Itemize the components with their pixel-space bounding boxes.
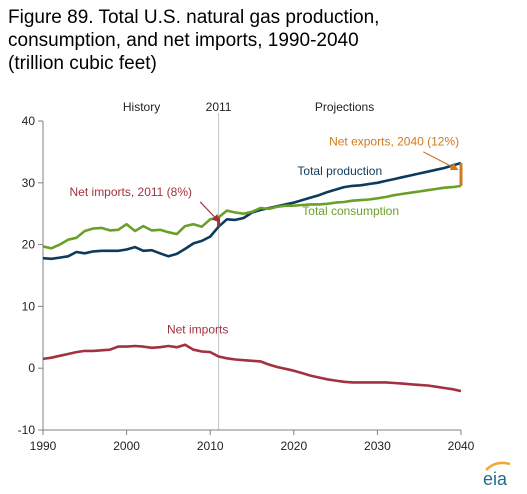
series-label-total-production: Total production	[297, 164, 382, 178]
x-tick-label: 2020	[280, 439, 307, 453]
divider-year-label: 2011	[206, 100, 232, 114]
series-layer	[42, 161, 462, 393]
series-line-total-consumption	[42, 184, 462, 250]
series-label-total-consumption: Total consumption	[302, 204, 399, 218]
y-tick-label: -10	[18, 423, 36, 437]
y-tick-label: 10	[22, 299, 36, 313]
eia-logo-icon: eia	[483, 461, 511, 489]
annotation-net-imports-2011: Net imports, 2011 (8%)	[70, 185, 193, 199]
annotation-layer: Net imports, 2011 (8%) Net exports, 2040 …	[70, 135, 463, 227]
y-tick-label: 40	[22, 114, 36, 128]
y-tick-label: 20	[22, 238, 36, 252]
series-label-net-imports: Net imports	[167, 323, 228, 337]
history-label: History	[123, 100, 160, 114]
y-tick-label: 0	[28, 361, 35, 375]
x-axis-ticks: 1990 2000 2010 2020 2030 2040	[30, 430, 475, 453]
y-tick-label: 30	[22, 176, 36, 190]
projections-label: Projections	[315, 100, 374, 114]
x-tick-label: 2010	[197, 439, 224, 453]
series-line-net-imports	[42, 343, 462, 393]
annotation-arrow	[423, 151, 459, 171]
annotation-arrow	[199, 201, 220, 223]
series-labels: Total production Total consumption Net imp…	[167, 164, 399, 337]
annotation-net-exports-2040: Net exports, 2040 (12%)	[329, 135, 459, 149]
x-tick-label: 2000	[113, 439, 140, 453]
x-tick-label: 1990	[30, 439, 57, 453]
x-tick-label: 2040	[448, 439, 475, 453]
divider-layer: 2011 History Projections	[123, 100, 374, 430]
x-tick-label: 2030	[364, 439, 391, 453]
figure-title: Figure 89. Total U.S. natural gas produc…	[8, 7, 380, 74]
y-axis-ticks: -10 0 10 20 30 40	[18, 114, 43, 437]
eia-logo-text: eia	[483, 469, 508, 488]
eia-logo: eia	[480, 458, 520, 489]
